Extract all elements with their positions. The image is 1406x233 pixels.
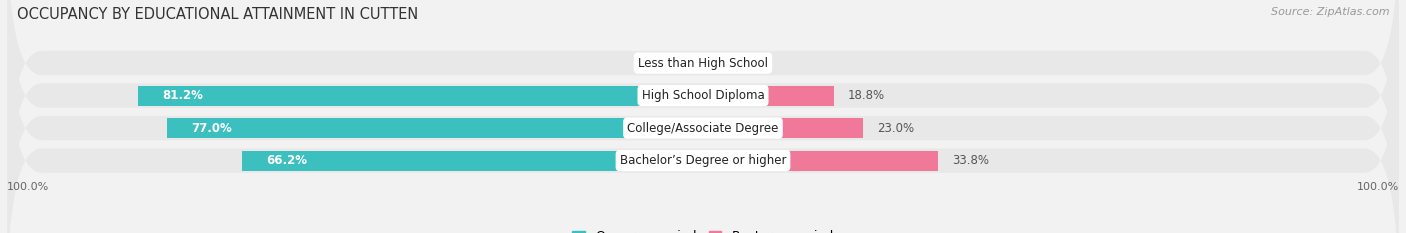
FancyBboxPatch shape bbox=[7, 0, 1399, 233]
Text: 81.2%: 81.2% bbox=[162, 89, 202, 102]
Text: College/Associate Degree: College/Associate Degree bbox=[627, 122, 779, 135]
Bar bbox=[138, 86, 703, 106]
Text: 66.2%: 66.2% bbox=[267, 154, 308, 167]
Text: 100.0%: 100.0% bbox=[1357, 182, 1399, 192]
Text: 77.0%: 77.0% bbox=[191, 122, 232, 135]
Bar bbox=[242, 151, 703, 171]
Bar bbox=[703, 151, 938, 171]
Text: OCCUPANCY BY EDUCATIONAL ATTAINMENT IN CUTTEN: OCCUPANCY BY EDUCATIONAL ATTAINMENT IN C… bbox=[17, 7, 418, 22]
Text: High School Diploma: High School Diploma bbox=[641, 89, 765, 102]
Text: Less than High School: Less than High School bbox=[638, 57, 768, 70]
Text: 0.0%: 0.0% bbox=[717, 57, 747, 70]
Bar bbox=[167, 118, 703, 138]
Bar bbox=[703, 118, 863, 138]
Text: 18.8%: 18.8% bbox=[848, 89, 884, 102]
Text: 23.0%: 23.0% bbox=[877, 122, 914, 135]
Text: 0.0%: 0.0% bbox=[659, 57, 689, 70]
FancyBboxPatch shape bbox=[7, 10, 1399, 233]
Text: Bachelor’s Degree or higher: Bachelor’s Degree or higher bbox=[620, 154, 786, 167]
Text: 33.8%: 33.8% bbox=[952, 154, 990, 167]
Text: 100.0%: 100.0% bbox=[7, 182, 49, 192]
Text: Source: ZipAtlas.com: Source: ZipAtlas.com bbox=[1271, 7, 1389, 17]
FancyBboxPatch shape bbox=[7, 0, 1399, 213]
Bar bbox=[703, 86, 834, 106]
Legend: Owner-occupied, Renter-occupied: Owner-occupied, Renter-occupied bbox=[568, 225, 838, 233]
FancyBboxPatch shape bbox=[7, 0, 1399, 233]
